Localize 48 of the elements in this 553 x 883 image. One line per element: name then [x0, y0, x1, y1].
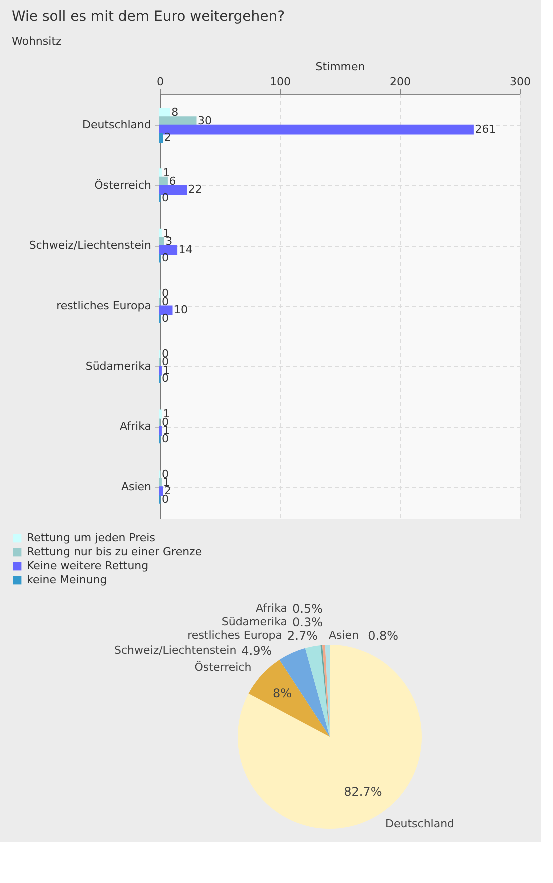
legend-label: keine Meinung — [27, 574, 108, 586]
data-label: 14 — [178, 243, 193, 256]
y-tick-label: Afrika — [120, 420, 152, 434]
x-tick-label: 200 — [390, 76, 411, 88]
data-label: 0 — [162, 191, 169, 204]
data-label: 0 — [162, 432, 169, 446]
bar — [159, 486, 164, 496]
x-tick-label: 0 — [157, 76, 164, 88]
data-label: 4.9% — [242, 644, 272, 658]
y-tick-label: Deutschland — [82, 118, 152, 132]
y-tick-label: restliches Europa — [56, 300, 152, 312]
pie-slice — [305, 645, 330, 737]
data-label: 10 — [174, 304, 188, 317]
data-label: 2.7% — [288, 629, 318, 643]
slice-label: Südamerika — [222, 616, 288, 628]
legend-label: Rettung nur bis zu einer Grenze — [27, 546, 202, 558]
bar — [159, 185, 188, 195]
x-tick-label: 300 — [510, 76, 531, 88]
data-label: 0 — [162, 252, 169, 265]
data-label: 30 — [198, 114, 212, 128]
y-tick-label: Schweiz/Liechtenstein — [29, 239, 152, 252]
y-tick-label: Südamerika — [86, 360, 152, 373]
data-label: 8 — [172, 106, 179, 120]
slice-label: Asien — [329, 629, 360, 642]
slice-label: Österreich — [194, 660, 252, 674]
text: Wohnsitz — [12, 35, 62, 48]
data-label: 2 — [164, 131, 172, 144]
legend-label: Rettung um jeden Preis — [27, 532, 156, 544]
slice-label: Afrika — [256, 602, 288, 615]
data-label: 82.7% — [344, 785, 382, 800]
y-tick-label: Österreich — [94, 178, 152, 192]
data-label: 261 — [475, 122, 496, 136]
data-label: 6 — [169, 174, 176, 188]
bar — [159, 133, 164, 143]
data-label: 22 — [188, 183, 202, 196]
legend-label: Keine weitere Rettung — [27, 560, 149, 572]
data-label: 0.5% — [292, 602, 323, 616]
slice-label: restliches Europa — [188, 629, 283, 642]
data-label: 0 — [162, 312, 169, 325]
data-label: 8% — [272, 686, 292, 701]
data-label: 0.8% — [368, 629, 399, 643]
data-label: 1 — [163, 166, 170, 180]
y-tick-label: Asien — [121, 480, 152, 494]
x-tick-label: 100 — [270, 76, 291, 88]
slice-label: Deutschland — [386, 817, 455, 830]
x-axis-title: Stimmen — [316, 60, 366, 74]
data-label: 0.3% — [292, 616, 323, 630]
chart-title: Wie soll es mit dem Euro weitergehen? — [12, 9, 286, 25]
